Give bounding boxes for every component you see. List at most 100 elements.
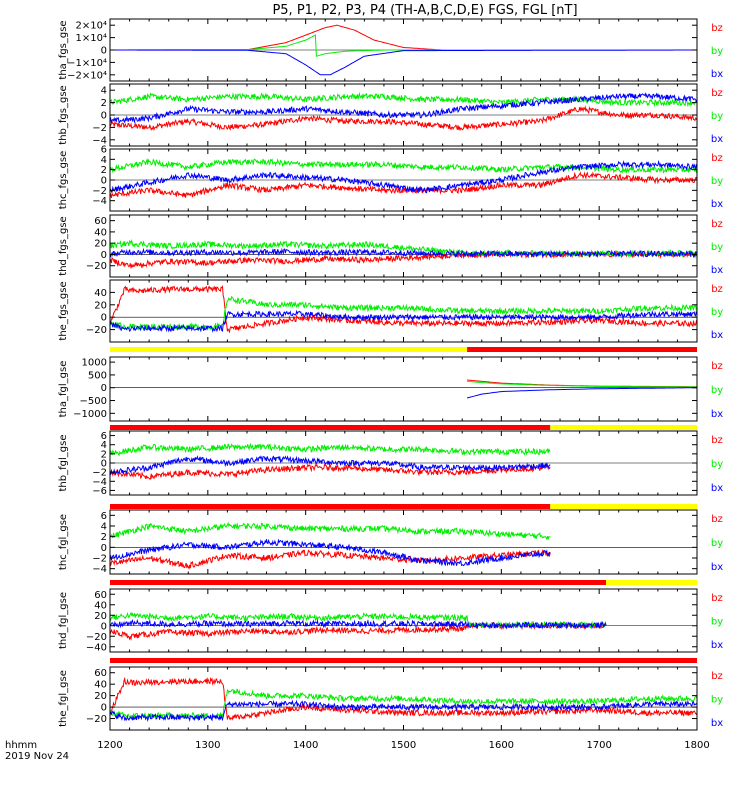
panel-frame	[109, 509, 698, 575]
y-tick-label: 1000	[82, 358, 107, 369]
legend-bz: bz	[711, 514, 723, 525]
status-bar-segment	[110, 347, 468, 352]
status-bar-segment	[550, 425, 697, 430]
legend-bz: bz	[711, 671, 723, 682]
y-tick-label: 60	[94, 590, 107, 601]
y-tick-label: −40	[86, 642, 107, 653]
y-tick-label: 6	[101, 431, 107, 442]
y-tick-label: −4	[92, 196, 107, 207]
legend-bz: bz	[711, 361, 723, 372]
status-bar-segment	[467, 347, 697, 352]
y-tick-label: 4	[101, 522, 107, 533]
x-tick-label: 1200	[97, 740, 122, 751]
series-by	[110, 521, 551, 541]
legend-bx: bx	[711, 409, 723, 420]
x-tick-label: 1700	[586, 740, 611, 751]
panel-ylabel: the_fgs_gse	[58, 281, 69, 340]
legend-bx: bx	[711, 134, 723, 145]
panel-ylabel: the_fgl_gse	[58, 670, 69, 727]
y-tick-label: −2	[92, 123, 107, 134]
y-tick-label: 0	[101, 111, 107, 122]
series-by	[110, 34, 697, 57]
y-tick-label: 500	[88, 370, 107, 381]
y-tick-label: 40	[94, 600, 107, 611]
series-by	[110, 157, 697, 175]
series-by	[110, 295, 697, 331]
y-tick-label: 0	[101, 313, 107, 324]
y-tick-label: 0	[101, 703, 107, 714]
y-tick-label: 1×10⁴	[76, 33, 107, 44]
legend-bz: bz	[711, 23, 723, 34]
series-bx	[110, 618, 607, 630]
y-tick-label: 20	[94, 239, 107, 250]
legend-by: by	[711, 538, 723, 549]
chart-title: P5, P1, P2, P3, P4 (TH-A,B,C,D,E) FGS, F…	[272, 3, 577, 18]
y-tick-label: 0	[101, 383, 107, 394]
legend-by: by	[711, 695, 723, 706]
y-tick-label: 20	[94, 300, 107, 311]
y-tick-label: 4	[101, 440, 107, 451]
series-by	[110, 688, 697, 721]
y-tick-label: 6	[101, 145, 107, 156]
x-tick-label: 1800	[684, 740, 709, 751]
y-tick-label: 0	[101, 543, 107, 554]
y-tick-label: 40	[94, 680, 107, 691]
x-tick-label: 1500	[391, 740, 416, 751]
legend-by: by	[711, 385, 723, 396]
x-axis: 1200 1300 1400 1500 1600 1700 1800	[97, 740, 709, 751]
y-tick-label: 60	[94, 668, 107, 679]
y-tick-label: 2	[101, 532, 107, 543]
x-tick-label: 1400	[293, 740, 318, 751]
status-bar-segment	[110, 504, 551, 509]
series-bx	[110, 49, 697, 76]
panel-thb_fgs_gse: 42 0−2−4 thb_fgs_gse bz by bx	[58, 83, 723, 147]
series-by	[110, 442, 551, 457]
y-tick-label: 0	[101, 459, 107, 470]
legend-by: by	[711, 176, 723, 187]
y-tick-label: 20	[94, 691, 107, 702]
y-tick-label: 4	[101, 86, 107, 97]
panel-ylabel: thb_fgl_gse	[58, 435, 69, 492]
y-tick-label: 6	[101, 511, 107, 522]
series-bz	[110, 676, 697, 721]
series-bx	[110, 247, 697, 259]
panel-ylabel: thd_fgl_gse	[58, 592, 69, 649]
y-tick-label: −2	[92, 468, 107, 479]
legend-bz: bz	[711, 88, 723, 99]
panel-frame	[109, 588, 698, 653]
series-bz	[110, 463, 551, 480]
y-tick-label: −1000	[73, 409, 107, 420]
time-unit-label: hhmm	[5, 740, 37, 751]
panel-ylabel: tha_fgl_gse	[58, 361, 69, 418]
y-tick-label: −20	[86, 261, 107, 272]
y-tick-label: −1×10⁴	[67, 58, 107, 69]
y-tick-label: 0	[101, 250, 107, 261]
panel-ylabel: thc_fgl_gse	[58, 514, 69, 570]
status-bar-segment	[110, 658, 697, 663]
status-bar-segment	[110, 580, 607, 585]
y-tick-label: 40	[94, 288, 107, 299]
panel-ylabel: thc_fgs_gse	[58, 151, 69, 210]
y-tick-label: 0	[101, 176, 107, 187]
legend-by: by	[711, 459, 723, 470]
legend-bz: bz	[711, 593, 723, 604]
series-bx	[110, 538, 551, 567]
legend-by: by	[711, 242, 723, 253]
y-tick-label: 0	[101, 621, 107, 632]
legend-bz: bz	[711, 153, 723, 164]
y-tick-label: −2	[92, 554, 107, 565]
panel-ylabel: thd_fgs_gse	[58, 216, 69, 275]
y-tick-label: −500	[80, 396, 107, 407]
y-tick-label: 60	[94, 216, 107, 227]
y-tick-label: −4	[92, 135, 107, 146]
series-bz	[110, 284, 697, 334]
legend-bx: bx	[711, 640, 723, 651]
legend-bx: bx	[711, 718, 723, 729]
panel-frame	[109, 214, 698, 278]
legend-by: by	[711, 307, 723, 318]
status-bar-segment	[606, 580, 697, 585]
